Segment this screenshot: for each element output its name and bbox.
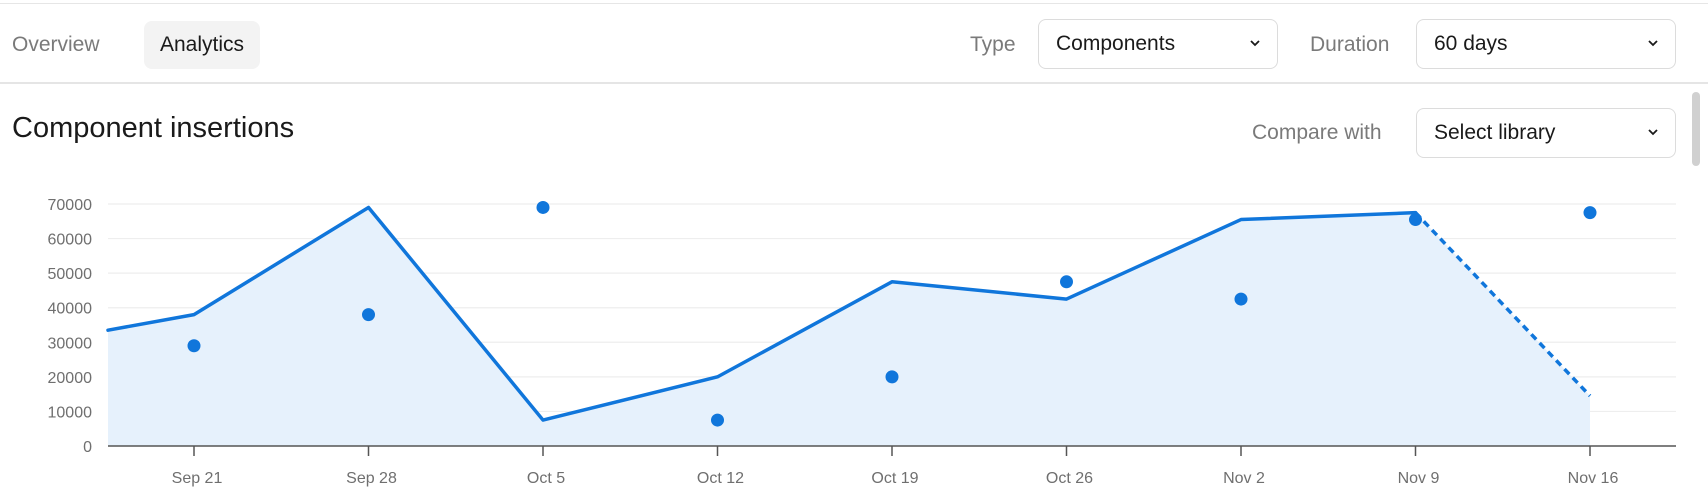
projected-line [1414,211,1592,398]
duration-select[interactable]: 60 days [1416,19,1676,69]
x-tick-label: Nov 16 [1568,470,1619,487]
duration-label: Duration [1310,33,1390,56]
x-tick-label: Oct 26 [1046,470,1093,487]
chart-axes: 0 10000 20000 30000 40000 50000 60000 70000 Sep … [48,197,1676,487]
chart-area [108,207,1590,446]
data-point [1409,213,1422,227]
x-tick-label: Oct 19 [871,470,918,487]
compare-select-value: Select library [1434,121,1556,144]
tab-analytics[interactable]: Analytics [144,21,261,69]
chevron-down-icon [1648,40,1658,47]
data-point [885,370,899,384]
y-tick-label: 70000 [48,197,93,214]
y-tick-label: 0 [83,439,92,456]
y-tick-label: 50000 [48,266,93,283]
type-label: Type [970,33,1016,56]
x-tick-label: Oct 12 [697,470,744,487]
series-line [106,205,1418,422]
data-point [1234,292,1248,306]
chart-points [187,200,1597,427]
section-title: Component insertions [12,112,295,144]
y-tick-label: 20000 [48,370,93,387]
x-tick-label: Oct 5 [527,470,565,487]
type-select[interactable]: Components [1038,19,1278,69]
y-tick-label: 40000 [48,301,93,318]
data-point [1583,206,1597,220]
x-tick-label: Nov 2 [1223,470,1265,487]
type-select-value: Components [1056,32,1176,55]
y-tick-label: 60000 [48,232,93,249]
analytics-toolbar: Overview Analytics Type Components Durat… [0,4,1708,84]
x-tick-label: Nov 9 [1398,470,1440,487]
data-point [362,308,375,322]
top-border [0,0,1708,4]
scrollbar-thumb[interactable] [1692,92,1700,166]
compare-label: Compare with [1252,121,1382,144]
data-point [536,200,550,214]
chevron-down-icon [1648,129,1658,136]
insertions-chart: 0 10000 20000 30000 40000 50000 60000 70000 Sep … [48,197,1676,487]
duration-select-value: 60 days [1434,32,1508,55]
x-tick-label: Sep 28 [346,470,397,487]
x-tick-label: Sep 21 [172,470,223,487]
chevron-down-icon [1250,40,1260,47]
tab-overview[interactable]: Overview [12,33,100,56]
y-tick-label: 30000 [48,335,93,352]
chart-line [106,205,1592,422]
area-fill [108,207,1590,446]
y-tick-label: 10000 [48,404,93,421]
compare-library-select[interactable]: Select library [1416,108,1676,158]
data-point [187,339,201,353]
data-point [711,413,724,427]
data-point [1060,275,1073,289]
